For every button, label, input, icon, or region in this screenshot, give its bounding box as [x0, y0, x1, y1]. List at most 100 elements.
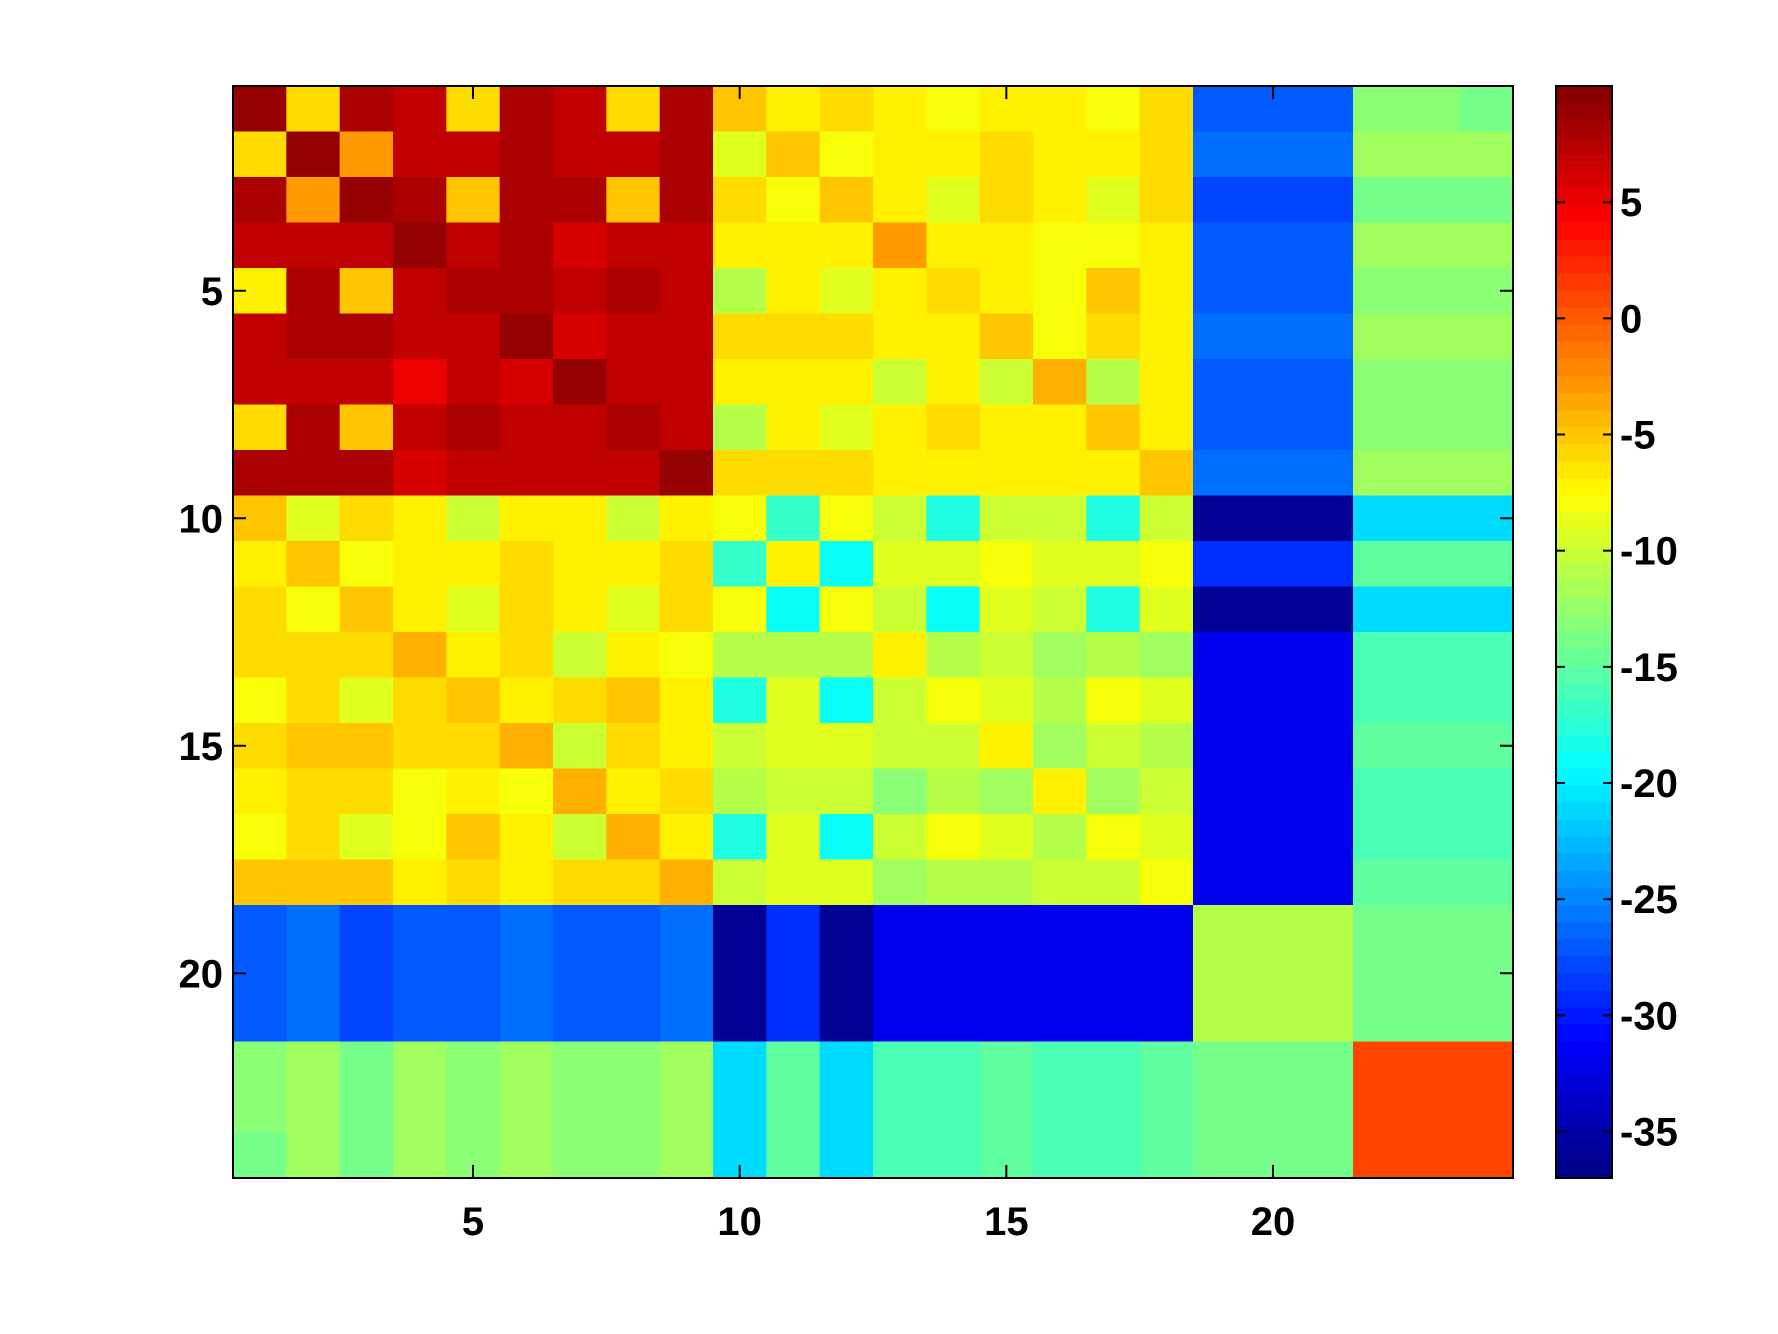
heatmap-cell: [1033, 131, 1087, 178]
heatmap-cell: [1353, 177, 1407, 224]
colorbar-segment: [1556, 137, 1612, 155]
heatmap-cell: [1459, 996, 1514, 1043]
heatmap-cell: [1353, 586, 1407, 633]
heatmap-cell: [766, 1041, 821, 1088]
heatmap-cell: [873, 359, 927, 406]
heatmap-cell: [233, 677, 287, 724]
heatmap-cell: [873, 905, 927, 952]
colorbar-segment: [1556, 1024, 1612, 1043]
colorbar-segment: [1556, 1109, 1612, 1128]
heatmap-cell: [713, 632, 767, 679]
heatmap-cell: [766, 950, 821, 997]
heatmap-cell: [1299, 814, 1354, 861]
heatmap-cell: [286, 1087, 341, 1134]
heatmap-cell: [979, 768, 1034, 815]
heatmap-cell: [286, 1132, 341, 1179]
heatmap-cell: [606, 1041, 661, 1088]
heatmap-cell: [233, 905, 287, 952]
heatmap-cell: [926, 450, 981, 497]
colorbar-segment: [1556, 256, 1612, 275]
heatmap-cell: [499, 950, 554, 997]
heatmap-cell: [659, 632, 714, 679]
heatmap-cell: [1139, 541, 1194, 588]
heatmap-cell: [1406, 495, 1461, 542]
heatmap-cell: [1353, 222, 1407, 269]
colorbar-segment: [1556, 222, 1612, 241]
x-tick-label: 20: [1251, 1200, 1296, 1244]
heatmap-cell: [1459, 768, 1514, 815]
heatmap-cell: [659, 905, 714, 952]
heatmap-cell: [1459, 541, 1514, 588]
heatmap-cell: [393, 814, 447, 861]
heatmap-cell: [819, 1087, 874, 1134]
heatmap-cell: [1139, 950, 1194, 997]
heatmap-cell: [1246, 1041, 1301, 1088]
heatmap-cell: [339, 677, 394, 724]
colorbar-segment: [1556, 290, 1612, 309]
heatmap-cell: [1459, 677, 1514, 724]
heatmap-cell: [606, 950, 661, 997]
heatmap-cell: [446, 996, 501, 1043]
heatmap-cell: [499, 1087, 554, 1134]
heatmap-cell: [1459, 814, 1514, 861]
heatmap-cell: [1086, 632, 1141, 679]
heatmap-cell: [1353, 313, 1407, 360]
heatmap-cell: [1086, 677, 1141, 724]
heatmap-cell: [553, 541, 607, 588]
heatmap-cell: [1353, 950, 1407, 997]
heatmap-cell: [766, 222, 821, 269]
heatmap-cell: [659, 1132, 714, 1179]
heatmap-cell: [713, 131, 767, 178]
heatmap-cell: [1086, 586, 1141, 633]
heatmap-cell: [873, 996, 927, 1043]
heatmap-cell: [446, 359, 501, 406]
colorbar: [1556, 86, 1612, 1179]
heatmap-cell: [233, 359, 287, 406]
heatmap-cell: [1299, 313, 1354, 360]
heatmap-cell: [233, 86, 287, 133]
colorbar-segment: [1556, 1126, 1612, 1145]
heatmap-cell: [606, 86, 661, 133]
colorbar-segment: [1556, 376, 1612, 394]
heatmap-cell: [926, 268, 981, 315]
colorbar-segment: [1556, 802, 1612, 821]
heatmap-cell: [713, 859, 767, 906]
heatmap-cell: [713, 177, 767, 224]
heatmap-cell: [1193, 86, 1247, 133]
heatmap-cell: [1406, 404, 1461, 451]
heatmap-cell: [286, 313, 341, 360]
heatmap-cell: [873, 404, 927, 451]
heatmap-cell: [979, 177, 1034, 224]
heatmap-cell: [446, 495, 501, 542]
heatmap-cell: [606, 541, 661, 588]
heatmap-cell: [819, 950, 874, 997]
colorbar-segment: [1556, 597, 1612, 616]
heatmap-cell: [659, 996, 714, 1043]
heatmap-cell: [1353, 268, 1407, 315]
heatmap-cell: [339, 495, 394, 542]
heatmap-cell: [1193, 313, 1247, 360]
heatmap-cell: [233, 814, 287, 861]
colorbar-tick-label: -25: [1620, 878, 1678, 922]
heatmap-cell: [499, 996, 554, 1043]
heatmap-cell: [339, 632, 394, 679]
heatmap-cell: [1406, 177, 1461, 224]
heatmap-cell: [393, 677, 447, 724]
heatmap-cell: [499, 268, 554, 315]
colorbar-tick-label: -35: [1620, 1111, 1678, 1155]
heatmap-cell: [713, 950, 767, 997]
heatmap-cell: [1033, 359, 1087, 406]
heatmap-cell: [339, 768, 394, 815]
x-tick-label: 10: [717, 1200, 762, 1244]
heatmap-cell: [339, 859, 394, 906]
heatmap-cell: [553, 450, 607, 497]
heatmap-cell: [659, 541, 714, 588]
heatmap-cell: [606, 1087, 661, 1134]
heatmap-cell: [1139, 86, 1194, 133]
heatmap-cell: [713, 768, 767, 815]
heatmap-cell: [606, 495, 661, 542]
heatmap-cell: [499, 177, 554, 224]
heatmap-cell: [1299, 541, 1354, 588]
heatmap-cell: [1353, 541, 1407, 588]
heatmap-cell: [1353, 495, 1407, 542]
